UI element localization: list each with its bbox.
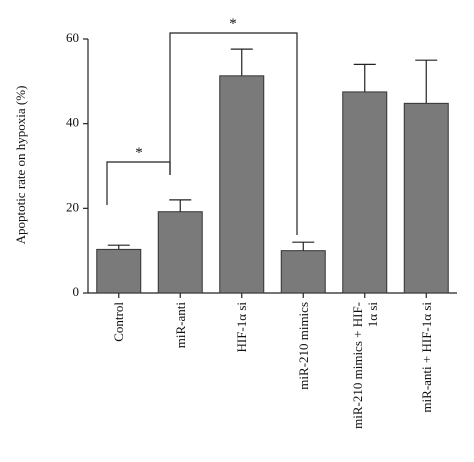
x-tick-label: miR-210 mimics + HIF-1α si [349,302,380,429]
y-axis-label: Apoptotic rate on hypoxia (%) [13,86,28,245]
significance-bracket [169,32,298,235]
bar [96,248,142,294]
significance-label: * [135,145,143,161]
bar [342,91,388,294]
x-tick-label: miR-210 mimics [295,302,311,390]
y-tick-label: 20 [66,199,79,214]
bar [219,75,265,294]
y-tick-label: 60 [66,30,79,45]
bar [157,211,203,294]
x-tick-label: miR-anti + HIF-1α si [418,302,434,413]
x-tick-label: HIF-1α si [234,302,250,353]
x-tick-label: miR-anti [172,302,188,349]
significance-label: * [229,16,237,32]
significance-bracket [106,161,171,205]
y-tick-label: 40 [66,115,79,130]
y-tick-label: 0 [73,284,80,299]
bar [403,102,449,294]
bar [280,250,326,294]
x-tick-label: Control [111,302,127,342]
